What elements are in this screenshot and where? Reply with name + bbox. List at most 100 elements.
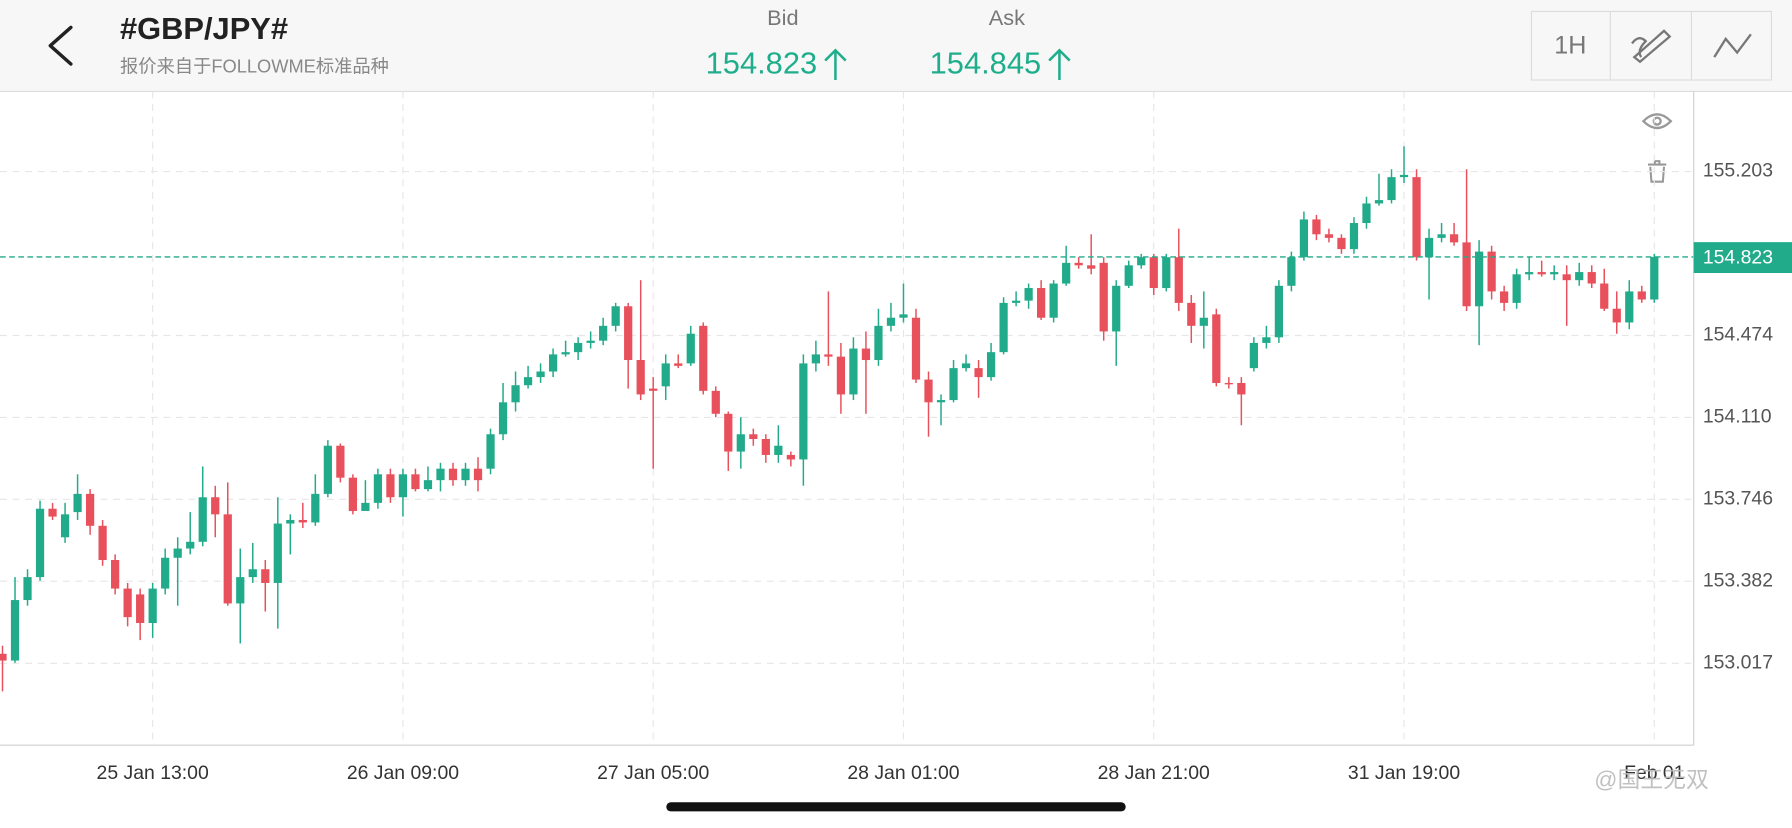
candle-body <box>1487 251 1496 292</box>
candle-body <box>861 348 871 361</box>
candle-body <box>1237 382 1246 395</box>
candle-body <box>23 577 32 601</box>
candle-body <box>373 474 383 503</box>
candle-body <box>0 653 7 661</box>
candle-body <box>261 569 270 583</box>
candle-body <box>1625 291 1634 323</box>
delete-icon[interactable] <box>1648 160 1667 183</box>
home-indicator <box>666 802 1126 812</box>
candle-body <box>1374 200 1384 204</box>
candle-body <box>661 363 670 387</box>
candle-body <box>1587 272 1596 284</box>
x-tick-label: 25 Jan 13:00 <box>97 762 209 784</box>
candle-body <box>1437 234 1446 238</box>
candle-body <box>448 468 458 481</box>
candle-body <box>649 388 658 391</box>
candle-body <box>1562 274 1571 281</box>
candle-body <box>1612 308 1621 323</box>
candle-body <box>123 588 132 618</box>
candle-body <box>423 480 433 490</box>
candle-body <box>761 438 770 455</box>
candle-body <box>1537 272 1546 275</box>
toolbar: 1H <box>1530 10 1772 81</box>
candle-body <box>1387 177 1396 201</box>
candle-body <box>1137 257 1146 266</box>
candle-body <box>548 354 558 372</box>
candle-body <box>836 356 846 395</box>
candle-body <box>498 402 508 435</box>
candle-body <box>336 445 345 478</box>
candle-body <box>173 548 182 558</box>
candle-body <box>98 525 107 561</box>
y-tick-label: 153.382 <box>1703 569 1773 591</box>
candle-body <box>924 379 933 403</box>
candle-body <box>1112 285 1121 332</box>
candle-body <box>35 508 45 578</box>
candle-body <box>1149 257 1158 289</box>
candle-body <box>161 557 170 589</box>
x-tick-label: 28 Jan 01:00 <box>847 762 959 784</box>
draw-tool-button[interactable] <box>1631 29 1672 64</box>
candle-body <box>686 333 695 364</box>
bid-price: 154.823 <box>706 45 818 80</box>
candle-body <box>1062 262 1071 284</box>
candle-body <box>1324 234 1334 238</box>
ask-up-arrow <box>1048 48 1071 80</box>
candle-body <box>248 569 257 578</box>
candle-body <box>974 368 983 378</box>
candle-body <box>411 474 420 490</box>
visibility-icon[interactable] <box>1641 113 1673 130</box>
candle-body <box>536 371 545 378</box>
candle-body <box>85 493 95 526</box>
candle-body <box>1474 251 1484 307</box>
candle-body <box>911 317 921 380</box>
candle-body <box>211 497 220 515</box>
candle-body <box>1512 274 1521 303</box>
candle-body <box>436 468 445 481</box>
candle-body <box>674 363 683 366</box>
candle-body <box>1199 317 1208 326</box>
candle-body <box>398 474 408 498</box>
indicator-button[interactable] <box>1713 33 1752 58</box>
candle-body <box>949 368 958 401</box>
candle-body <box>1011 300 1021 303</box>
candle-body <box>386 474 395 498</box>
y-tick-label: 153.017 <box>1703 651 1773 673</box>
x-tick-label: 27 Jan 05:00 <box>597 762 709 784</box>
candle-body <box>986 352 996 378</box>
bid-up-arrow <box>824 48 847 80</box>
candle-body <box>899 314 908 318</box>
candle-body <box>1099 262 1108 332</box>
candle-body <box>1650 256 1659 300</box>
x-tick-label: 26 Jan 09:00 <box>347 762 459 784</box>
timeframe-button[interactable]: 1H <box>1554 31 1586 59</box>
candle-body <box>1287 257 1296 286</box>
candle-body <box>1299 219 1309 258</box>
candle-body <box>1637 291 1646 300</box>
candle-body <box>1550 272 1559 275</box>
candle-body <box>711 390 720 414</box>
back-button[interactable] <box>48 25 73 66</box>
candle-body <box>1187 302 1196 326</box>
candle-body <box>148 588 157 623</box>
bid-label: Bid <box>767 5 798 30</box>
last-price-label: 154.823 <box>1703 246 1773 268</box>
candle-body <box>749 434 758 439</box>
candle-body <box>961 363 971 369</box>
candle-body <box>198 497 207 542</box>
candle-body <box>223 514 232 604</box>
candle-body <box>774 445 783 455</box>
candle-body <box>323 445 332 494</box>
candle-body <box>611 306 620 326</box>
candle-body <box>1037 288 1046 318</box>
ask-label: Ask <box>989 5 1025 30</box>
pair-title: #GBP/JPY# <box>120 11 288 46</box>
quote-source: 报价来自于FOLLOWME标准品种 <box>120 55 389 76</box>
candle-body <box>273 523 282 583</box>
ask-price: 154.845 <box>930 45 1041 80</box>
x-tick-label: 31 Jan 19:00 <box>1348 762 1460 784</box>
candle-body <box>10 600 20 661</box>
candle-body <box>1224 382 1233 385</box>
candle-body <box>1449 234 1459 243</box>
candle-body <box>636 360 645 395</box>
